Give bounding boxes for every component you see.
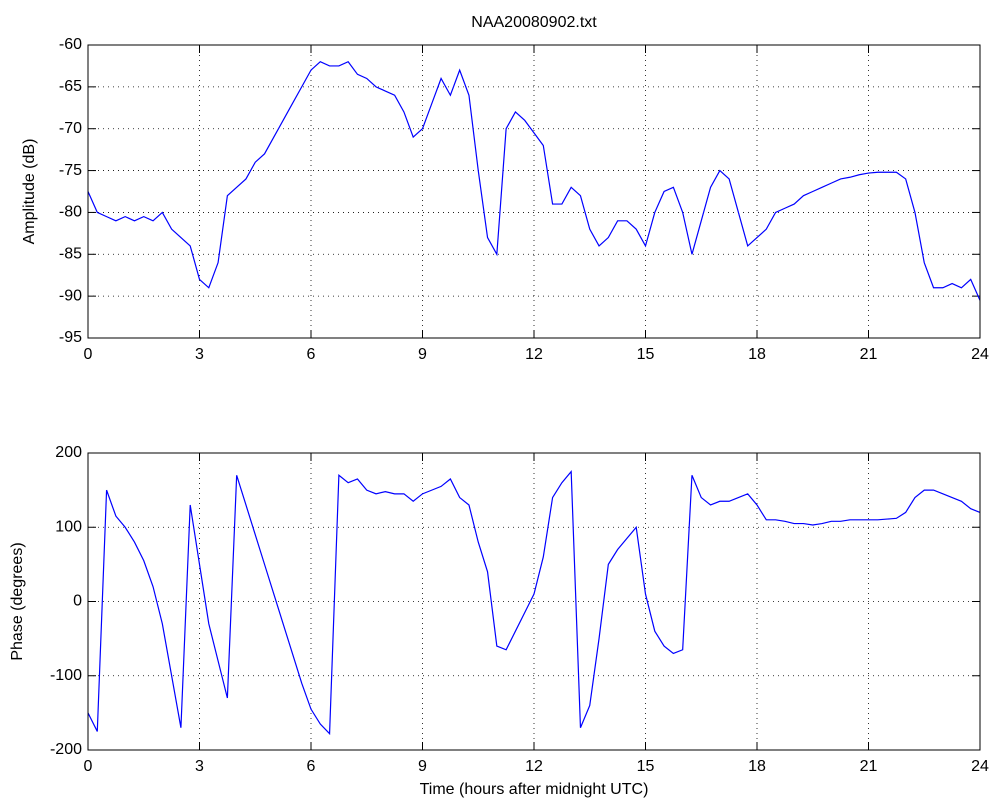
chart-title: NAA20080902.txt xyxy=(471,14,597,31)
y-tick-label: -60 xyxy=(59,36,82,53)
x-tick-label: 0 xyxy=(84,346,93,363)
data-line xyxy=(87,469,981,736)
y-axis-label: Phase (degrees) xyxy=(9,542,26,660)
x-tick-label: 15 xyxy=(637,758,655,775)
y-tick-label: -80 xyxy=(59,204,82,221)
y-axis-label: Amplitude (dB) xyxy=(21,139,38,245)
axes-box xyxy=(87,452,981,751)
x-tick-label: 12 xyxy=(525,758,543,775)
y-tick-label: 200 xyxy=(55,444,82,461)
x-tick-label: 3 xyxy=(195,346,204,363)
x-tick-label: 12 xyxy=(525,346,543,363)
y-tick-label: -95 xyxy=(59,329,82,346)
x-tick-label: 24 xyxy=(971,758,989,775)
x-tick-label: 15 xyxy=(637,346,655,363)
y-tick-label: -75 xyxy=(59,162,82,179)
x-tick-label: 3 xyxy=(195,758,204,775)
y-tick-label: 0 xyxy=(73,593,82,610)
y-tick-label: -100 xyxy=(50,667,82,684)
x-tick-label: 18 xyxy=(748,758,766,775)
axes-box xyxy=(87,44,981,339)
y-tick-label: 100 xyxy=(55,518,82,535)
x-tick-label: 0 xyxy=(84,758,93,775)
x-tick-label: 6 xyxy=(307,346,316,363)
x-tick-label: 21 xyxy=(860,346,878,363)
x-tick-label: 24 xyxy=(971,346,989,363)
y-tick-label: -90 xyxy=(59,287,82,304)
x-tick-label: 9 xyxy=(418,346,427,363)
data-line xyxy=(87,60,981,301)
y-tick-label: -65 xyxy=(59,78,82,95)
x-tick-label: 6 xyxy=(307,758,316,775)
y-tick-label: -85 xyxy=(59,246,82,263)
x-tick-label: 9 xyxy=(418,758,427,775)
y-tick-label: -70 xyxy=(59,120,82,137)
x-tick-label: 18 xyxy=(748,346,766,363)
x-axis-label: Time (hours after midnight UTC) xyxy=(420,781,649,798)
y-tick-label: -200 xyxy=(50,741,82,758)
x-tick-label: 21 xyxy=(860,758,878,775)
